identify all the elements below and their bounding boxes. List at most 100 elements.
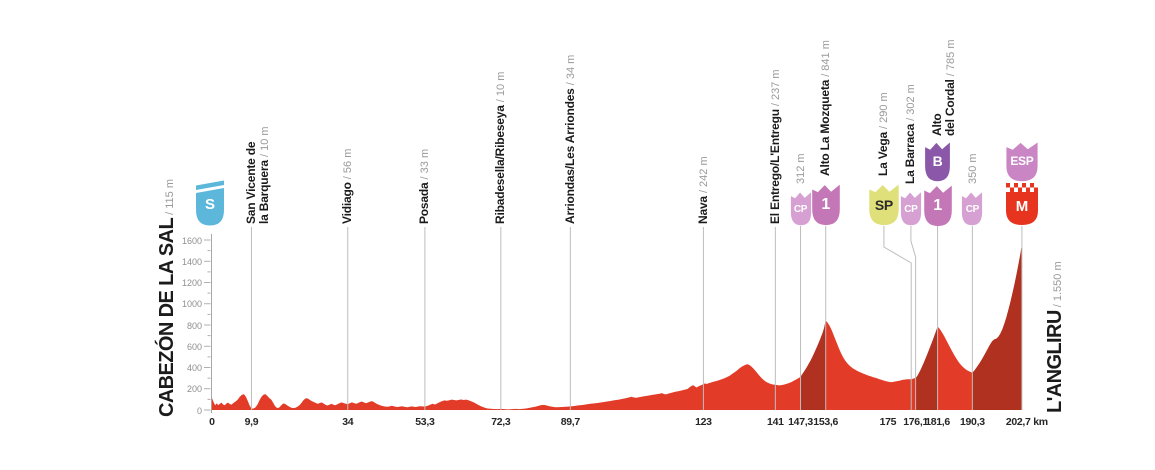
y-tick-label: 800 — [186, 320, 202, 331]
x-tick-label: 153,6 — [813, 416, 839, 428]
waypoint-name: Vidiago — [340, 182, 355, 224]
waypoint-label: Vidiago / 56 m — [340, 148, 355, 224]
waypoint-name: la Barquera — [256, 157, 271, 224]
x-tick-label: 53,3 — [415, 416, 435, 428]
waypoint-name: San Vicente de — [243, 141, 258, 224]
x-tick-label: 141 — [767, 416, 784, 428]
waypoint-label: La Barraca / 302 m — [903, 84, 918, 184]
x-tick-label: 0 — [209, 416, 215, 428]
finish-town-name: L'ANGLIRU — [1044, 310, 1066, 413]
waypoint-name: Posada — [417, 182, 432, 225]
waypoint-label: Arriondas/Les Arriondes / 34 m — [563, 54, 578, 224]
y-tick-label: 1600 — [181, 235, 202, 246]
waypoint-altitude: / 34 m — [564, 54, 577, 89]
leader-line — [883, 226, 912, 410]
waypoint-altitude: / 302 m — [905, 84, 918, 124]
y-tick-label: 400 — [186, 363, 202, 373]
waypoint-label: Alto del Cordal / 785 m — [930, 40, 958, 137]
waypoint-altitude: / 56 m — [342, 148, 355, 183]
checkpoint-pennant-icon: CP — [790, 190, 812, 226]
x-tick-label: 89,7 — [560, 416, 581, 428]
category-b-pennant-icon-shape — [925, 142, 950, 182]
waypoint-altitude: / 237 m — [769, 69, 782, 110]
waypoint-altitude: / 10 m — [495, 71, 508, 106]
waypoint-label: La Vega / 290 m — [876, 92, 891, 176]
waypoint-altitude: / 290 m — [878, 92, 891, 133]
start-pennant-icon-shape — [195, 180, 224, 226]
start-town-label: CABEZÓN DE LA SAL / 115 m — [156, 179, 179, 417]
marker-letter: ESP — [1010, 154, 1034, 168]
x-tick-label: 175 — [879, 416, 897, 428]
marker-letter: 1 — [821, 195, 830, 213]
leader-line — [910, 226, 917, 410]
marker-letter: B — [932, 152, 943, 169]
y-tick-label: 0 — [196, 405, 202, 416]
x-tick-label: 147,3 — [788, 416, 813, 428]
category-b-pennant-icon: B — [924, 140, 951, 182]
checkpoint-pennant-icon: CP — [900, 190, 922, 226]
x-tick-label: 72,3 — [491, 416, 511, 428]
marker-letter: CP — [904, 203, 918, 215]
sprint-pennant-icon: SP — [868, 182, 900, 226]
x-tick-label: 176,1 — [903, 416, 928, 428]
waypoint-altitude: 350 m — [966, 153, 979, 184]
x-tick-label: 123 — [695, 416, 712, 428]
start-pennant-icon: S — [195, 180, 225, 226]
waypoint-label: El Entrego/L'Entregu / 237 m — [767, 69, 783, 224]
finish-pennant-icon: M — [1005, 183, 1039, 226]
y-tick-label: 200 — [186, 384, 202, 395]
category-1-pennant-icon: 1 — [811, 182, 841, 226]
checkpoint-pennant-icon-shape — [790, 192, 811, 226]
x-tick-label: 202,7 km — [1005, 416, 1048, 428]
waypoint-label: Ribadesella/Ribeseya / 10 m — [493, 71, 508, 224]
x-tick-label: 34 — [342, 416, 354, 428]
y-axis — [204, 234, 212, 413]
category-1-pennant-icon: 1 — [923, 183, 953, 227]
checkpoint-pennant-icon-shape — [962, 192, 983, 226]
y-tick-label: 1000 — [181, 299, 202, 310]
finish-town-label: L'ANGLIRU / 1.550 m — [1044, 261, 1067, 413]
esp-category-pennant-icon-shape — [1006, 142, 1038, 182]
waypoint-name: La Vega — [876, 132, 891, 176]
waypoint-name: Nava — [695, 196, 710, 224]
category-1-pennant-icon-shape — [811, 184, 840, 226]
checkpoint-pennant-icon-shape — [900, 192, 922, 226]
waypoint-name: El Entrego/L'Entregu — [767, 109, 782, 224]
marker-letter: CP — [793, 203, 808, 215]
waypoint-altitude: 312 m — [795, 153, 808, 184]
marker-letter: S — [205, 196, 215, 213]
waypoint-label: 350 m — [966, 153, 980, 184]
waypoint-label: Nava / 242 m — [695, 156, 711, 224]
waypoint-altitude: / 10 m — [258, 126, 271, 158]
climb-segment — [800, 320, 826, 410]
waypoint-altitude: / 33 m — [419, 148, 432, 183]
x-tick-label: 190,3 — [959, 416, 985, 428]
waypoint-label: San Vicente de la Barquera / 10 m — [243, 126, 272, 224]
checkpoint-pennant-icon: CP — [961, 190, 983, 226]
esp-category-pennant-icon: ESP — [1005, 140, 1039, 182]
y-tick-label: 600 — [186, 341, 202, 352]
category-1-pennant-icon-shape — [923, 185, 952, 227]
marker-letter: CP — [965, 203, 980, 215]
waypoint-name: Ribadesella/Ribeseya — [493, 105, 508, 224]
waypoint-name: del Cordal — [943, 76, 958, 136]
climb-segment — [915, 326, 938, 410]
waypoint-altitude: / 841 m — [820, 40, 833, 80]
waypoint-altitude: / 242 m — [697, 156, 710, 197]
waypoint-gridlines — [250, 226, 1023, 410]
finish-pennant-icon-shape — [1005, 183, 1038, 225]
waypoint-label: Posada / 33 m — [417, 148, 432, 225]
profile-area — [211, 245, 1022, 410]
finish-town-altitude: / 1.550 m — [1052, 261, 1064, 311]
marker-letter: SP — [874, 197, 893, 213]
waypoint-label: 312 m — [794, 153, 808, 184]
climb-segments — [800, 245, 1022, 410]
sprint-pennant-icon-shape — [869, 184, 899, 226]
marker-letter: 1 — [933, 196, 942, 214]
x-tick-label: 181,6 — [925, 416, 950, 428]
waypoint-name: Alto La Mozqueta — [818, 79, 833, 176]
waypoint-label: Alto La Mozqueta / 841 m — [818, 40, 833, 176]
waypoint-name: Alto — [930, 113, 945, 136]
